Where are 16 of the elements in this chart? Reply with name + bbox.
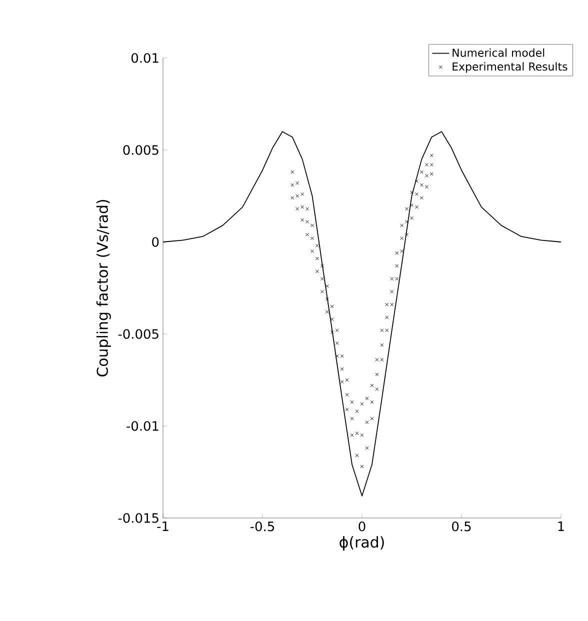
y-tick-label: 0.01: [132, 53, 158, 63]
legend-label: Numerical model: [452, 48, 544, 57]
x-tick-label: -0.5: [250, 522, 274, 532]
y-tick-label: -0.015: [118, 513, 158, 523]
x-tick-label: 0: [358, 522, 366, 532]
y-tick-label: 0: [152, 237, 159, 247]
y-tick-label: -0.01: [126, 421, 158, 431]
legend-label: Experimental Results: [452, 62, 568, 73]
x-axis-title: ϕ(rad): [340, 536, 384, 551]
x-tick-label: -1: [157, 522, 168, 531]
y-tick-label: -0.005: [118, 329, 158, 339]
line-series: [162, 131, 562, 496]
y-tick-label: 0.005: [123, 145, 158, 155]
x-tick-label: 0.5: [452, 522, 471, 532]
y-axis-title: Coupling factor (Vs/rad): [96, 200, 111, 376]
x-tick-label: 1: [558, 522, 564, 531]
